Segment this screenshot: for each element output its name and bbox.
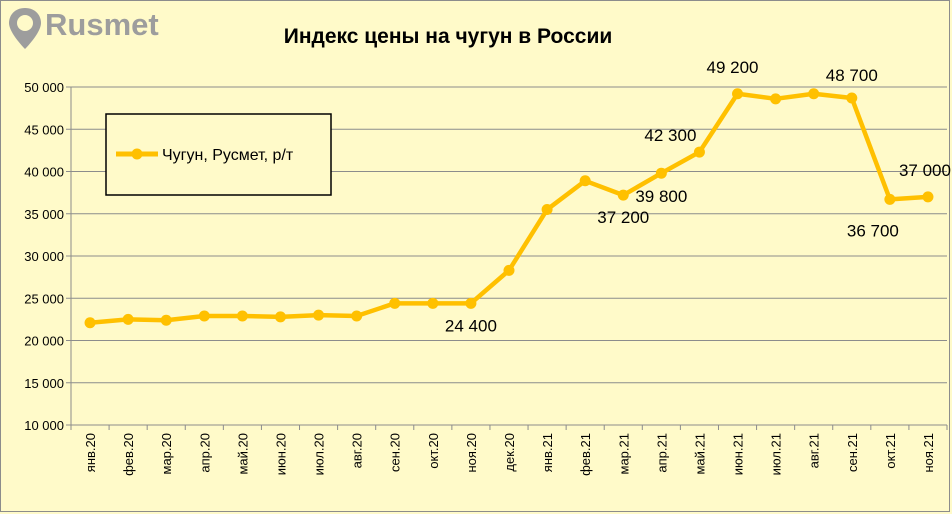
- rusmet-logo: Rusmet: [9, 7, 159, 49]
- y-tick-label: 45 000: [24, 122, 64, 137]
- data-point: [84, 317, 96, 329]
- gridlines: [71, 86, 947, 384]
- data-point: [541, 204, 553, 216]
- logo-text: Rusmet: [45, 7, 159, 42]
- x-tick-label: окт.20: [426, 433, 441, 469]
- x-tick-label: май.20: [235, 433, 250, 475]
- x-tick-label: фев.21: [578, 433, 593, 476]
- data-point: [579, 175, 591, 187]
- y-tick-label: 35 000: [24, 207, 64, 222]
- x-tick-label: июл.20: [312, 433, 327, 475]
- data-point: [236, 310, 248, 322]
- data-point: [770, 93, 782, 105]
- x-tick-label: июл.21: [769, 433, 784, 475]
- x-tick-label: ноя.21: [921, 433, 936, 473]
- data-point: [655, 167, 667, 179]
- data-label: 24 400: [445, 316, 497, 335]
- x-tick-label: сен.20: [388, 433, 403, 472]
- x-tick-label: дек.20: [502, 433, 517, 472]
- x-tick-label: мар.21: [616, 433, 631, 474]
- x-tick-label: мар.20: [159, 433, 174, 474]
- x-axis-ticks: янв.20 фев.20 мар.20 апр.20 май.20 июн.20 июл.…: [70, 425, 948, 476]
- data-point: [922, 191, 934, 203]
- data-point: [503, 264, 515, 276]
- data-point: [427, 297, 439, 309]
- data-label: 48 700: [826, 66, 878, 85]
- x-tick-label: янв.21: [540, 433, 555, 472]
- location-pin-icon: [9, 8, 41, 49]
- data-point: [198, 310, 210, 322]
- data-label: 42 300: [644, 126, 696, 145]
- data-point: [160, 314, 172, 326]
- y-tick-label: 25 000: [24, 291, 64, 306]
- x-tick-label: май.21: [692, 433, 707, 475]
- data-point: [465, 297, 477, 309]
- data-point: [808, 88, 820, 100]
- data-point: [122, 313, 134, 325]
- y-tick-label: 10 000: [24, 418, 64, 433]
- y-tick-label: 30 000: [24, 249, 64, 264]
- data-point: [351, 310, 363, 322]
- data-point: [884, 193, 896, 205]
- x-tick-label: апр.20: [197, 433, 212, 473]
- x-tick-label: авг.21: [807, 433, 822, 468]
- x-tick-label: апр.21: [654, 433, 669, 473]
- data-point: [313, 309, 325, 321]
- data-point: [693, 146, 705, 158]
- data-point: [389, 297, 401, 309]
- data-label: 49 200: [707, 58, 759, 77]
- data-label: 37 000: [899, 161, 951, 180]
- x-tick-label: окт.21: [883, 433, 898, 469]
- series-layer: [84, 88, 934, 329]
- y-tick-label: 20 000: [24, 334, 64, 349]
- data-label: 39 800: [635, 187, 687, 206]
- legend-marker: [131, 148, 143, 160]
- x-tick-label: июн.20: [273, 433, 288, 475]
- x-tick-label: фев.20: [121, 433, 136, 476]
- x-tick-label: авг.20: [350, 433, 365, 468]
- data-label: 36 700: [847, 221, 899, 240]
- y-axis-ticks: 10 000 15 000 20 000 25 000 30 000 35 000 40 0…: [24, 80, 71, 433]
- data-point: [274, 311, 286, 323]
- x-tick-label: июн.21: [731, 433, 746, 475]
- legend-label: Чугун, Русмет, р/т: [162, 147, 294, 164]
- data-point: [732, 88, 744, 100]
- chart-title: Индекс цены на чугун в России: [284, 25, 613, 48]
- data-point: [617, 189, 629, 201]
- data-point: [846, 92, 858, 104]
- data-labels: 24 400 37 200 39 800 42 300 49 200 48 700 36 7…: [445, 58, 951, 336]
- y-tick-label: 50 000: [24, 80, 64, 95]
- x-tick-label: янв.20: [83, 433, 98, 472]
- y-tick-label: 15 000: [24, 376, 64, 391]
- x-tick-label: сен.21: [845, 433, 860, 472]
- x-tick-label: ноя.20: [464, 433, 479, 473]
- y-tick-label: 40 000: [24, 165, 64, 180]
- data-label: 37 200: [597, 208, 649, 227]
- legend: Чугун, Русмет, р/т: [105, 113, 332, 196]
